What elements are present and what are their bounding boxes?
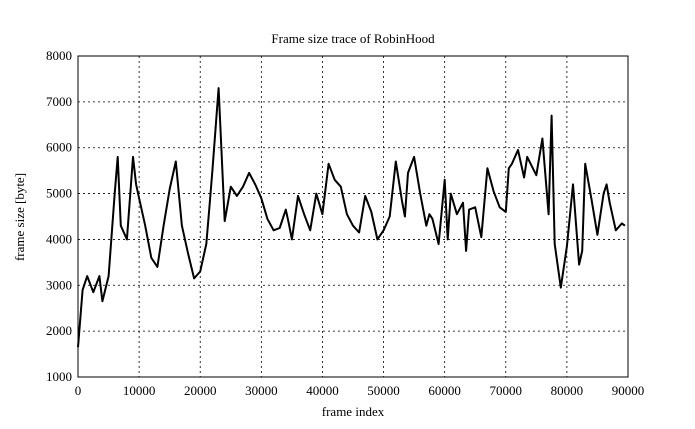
y-tick-label: 5000 <box>46 186 72 201</box>
x-tick-label: 0 <box>75 383 82 398</box>
x-tick-label: 80000 <box>551 383 584 398</box>
y-tick-label: 2000 <box>46 323 72 338</box>
y-axis-label: frame size [byte] <box>12 173 27 261</box>
x-tick-label: 50000 <box>367 383 400 398</box>
x-tick-label: 60000 <box>428 383 461 398</box>
x-tick-label: 20000 <box>184 383 217 398</box>
x-tick-label: 90000 <box>612 383 645 398</box>
plot-frame <box>77 55 629 378</box>
x-tick-label: 10000 <box>123 383 156 398</box>
frame-size-series-line <box>77 87 626 348</box>
y-tick-label: 4000 <box>46 231 72 246</box>
y-tick-label: 6000 <box>46 140 72 155</box>
x-tick-label: 70000 <box>490 383 523 398</box>
grid-layer <box>78 56 628 377</box>
x-tick-label: 30000 <box>245 383 278 398</box>
y-tick-label: 1000 <box>46 369 72 384</box>
y-tick-label: 3000 <box>46 277 72 292</box>
chart-title: Frame size trace of RobinHood <box>271 31 435 46</box>
y-tick-label: 7000 <box>46 94 72 109</box>
x-axis-label: frame index <box>322 404 385 419</box>
y-tick-label: 8000 <box>46 48 72 63</box>
x-tick-label: 40000 <box>306 383 339 398</box>
